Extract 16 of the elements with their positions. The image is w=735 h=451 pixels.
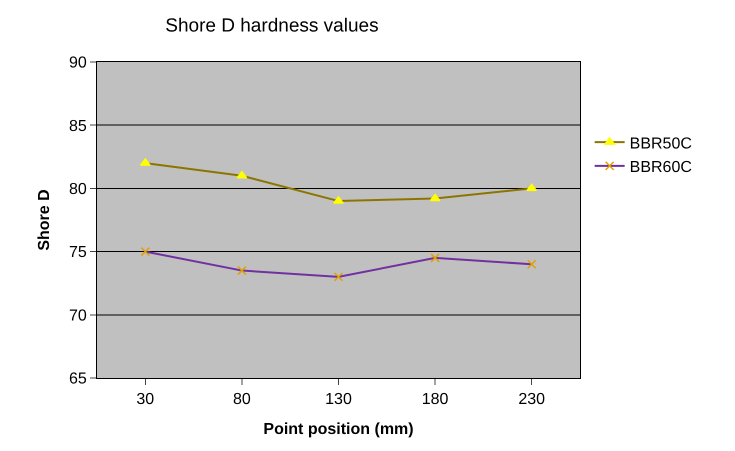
x-axis-title: Point position (mm)	[263, 420, 414, 438]
x-tick-label: 30	[136, 391, 154, 408]
y-tick-label: 85	[69, 118, 87, 135]
x-tick-label: 180	[422, 391, 449, 408]
y-tick-label: 80	[69, 181, 87, 198]
y-tick-label: 65	[69, 370, 87, 388]
x-tick-label: 230	[518, 391, 546, 408]
y-tick-label: 90	[69, 54, 87, 72]
y-tick-label: 70	[69, 307, 87, 324]
legend-label: BBR60C	[630, 159, 692, 176]
legend-label: BBR50C	[630, 135, 692, 152]
y-tick-label: 75	[69, 244, 87, 262]
x-tick-label: 130	[325, 391, 352, 408]
chart-title: Shore D hardness values	[165, 15, 379, 36]
y-axis-title: Shore D	[36, 189, 53, 251]
x-tick-label: 80	[233, 391, 251, 408]
